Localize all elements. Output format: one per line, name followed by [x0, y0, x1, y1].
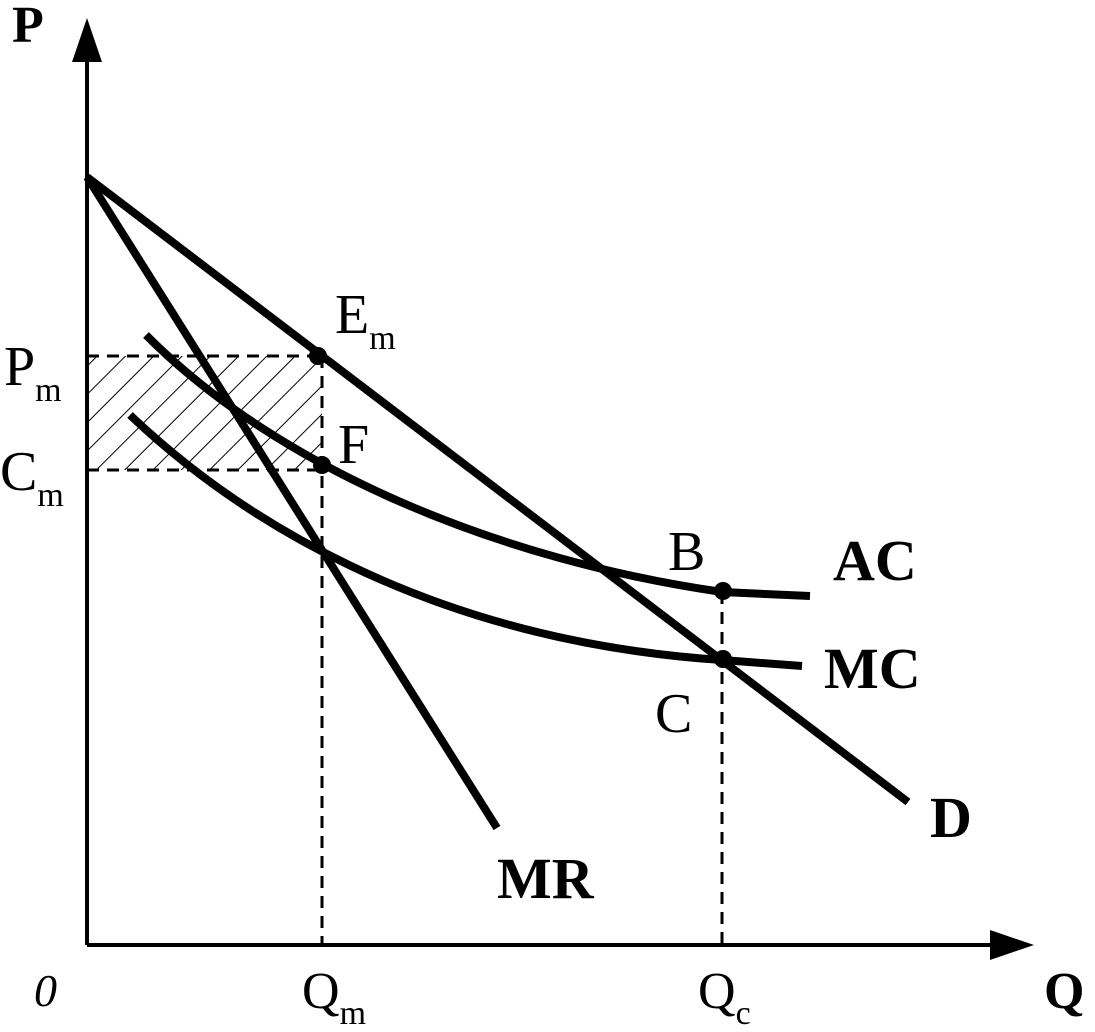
qc-sub: c — [736, 995, 751, 1032]
em-main: E — [335, 284, 369, 346]
pm-sub: m — [35, 372, 61, 409]
origin-label: 0 — [34, 965, 57, 1016]
x-axis-arrow — [990, 930, 1034, 960]
c-label: C — [655, 683, 692, 745]
mr-label: MR — [497, 846, 595, 911]
f-label: F — [338, 414, 369, 476]
x-axis-label: Q — [1044, 963, 1084, 1020]
ac-label: AC — [833, 528, 917, 593]
mr-curve — [83, 174, 501, 831]
mc-label: MC — [824, 636, 921, 701]
em-label: Em — [335, 284, 396, 357]
profit-area — [87, 356, 322, 470]
point-f — [313, 456, 331, 474]
cm-sub: m — [37, 477, 63, 514]
cm-label: Cm — [0, 441, 64, 514]
d-label: D — [930, 785, 972, 850]
qm-sub: m — [340, 995, 366, 1032]
qm-main: Q — [302, 963, 340, 1020]
qc-main: Q — [698, 963, 736, 1020]
pm-label: Pm — [4, 336, 62, 409]
point-c — [714, 650, 732, 668]
cm-main: C — [0, 441, 37, 503]
demand-curve — [84, 173, 911, 806]
ac-curve — [143, 332, 811, 600]
qm-label: Qm — [302, 963, 366, 1032]
point-b — [714, 582, 732, 600]
em-sub: m — [369, 320, 395, 357]
y-axis-label: P — [12, 0, 44, 54]
mc-curve — [127, 412, 803, 670]
qc-label: Qc — [698, 963, 751, 1032]
b-label: B — [668, 521, 705, 583]
pm-main: P — [4, 336, 35, 398]
point-em — [309, 347, 327, 365]
y-axis-arrow — [72, 18, 102, 62]
